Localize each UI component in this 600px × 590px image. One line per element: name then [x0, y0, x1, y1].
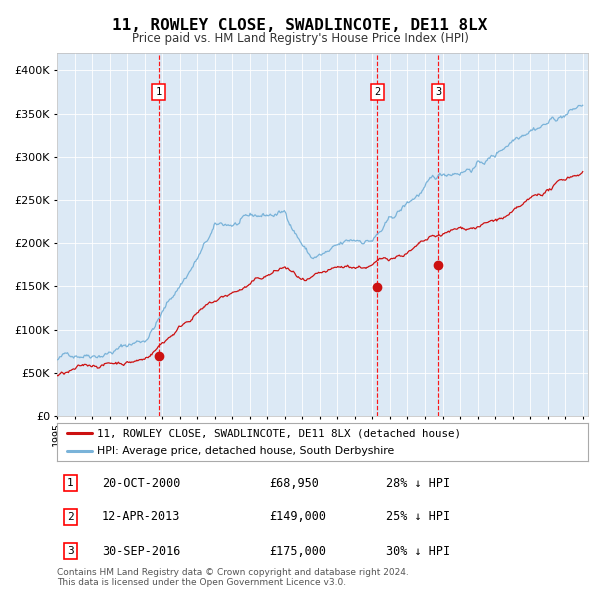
Text: 3: 3	[67, 546, 74, 556]
Text: HPI: Average price, detached house, South Derbyshire: HPI: Average price, detached house, Sout…	[97, 447, 394, 457]
Text: 1: 1	[67, 478, 74, 488]
Text: Contains HM Land Registry data © Crown copyright and database right 2024.
This d: Contains HM Land Registry data © Crown c…	[57, 568, 409, 587]
Text: 3: 3	[435, 87, 441, 97]
Text: Price paid vs. HM Land Registry's House Price Index (HPI): Price paid vs. HM Land Registry's House …	[131, 32, 469, 45]
Text: 25% ↓ HPI: 25% ↓ HPI	[386, 510, 451, 523]
Text: 11, ROWLEY CLOSE, SWADLINCOTE, DE11 8LX: 11, ROWLEY CLOSE, SWADLINCOTE, DE11 8LX	[112, 18, 488, 32]
Text: 12-APR-2013: 12-APR-2013	[102, 510, 181, 523]
Text: 11, ROWLEY CLOSE, SWADLINCOTE, DE11 8LX (detached house): 11, ROWLEY CLOSE, SWADLINCOTE, DE11 8LX …	[97, 428, 461, 438]
Text: £149,000: £149,000	[269, 510, 326, 523]
Text: £68,950: £68,950	[269, 477, 319, 490]
Text: 20-OCT-2000: 20-OCT-2000	[102, 477, 181, 490]
Text: 2: 2	[374, 87, 380, 97]
Text: 30-SEP-2016: 30-SEP-2016	[102, 545, 181, 558]
Text: 28% ↓ HPI: 28% ↓ HPI	[386, 477, 451, 490]
Text: 2: 2	[67, 512, 74, 522]
Text: 30% ↓ HPI: 30% ↓ HPI	[386, 545, 451, 558]
Text: 1: 1	[155, 87, 162, 97]
Text: £175,000: £175,000	[269, 545, 326, 558]
